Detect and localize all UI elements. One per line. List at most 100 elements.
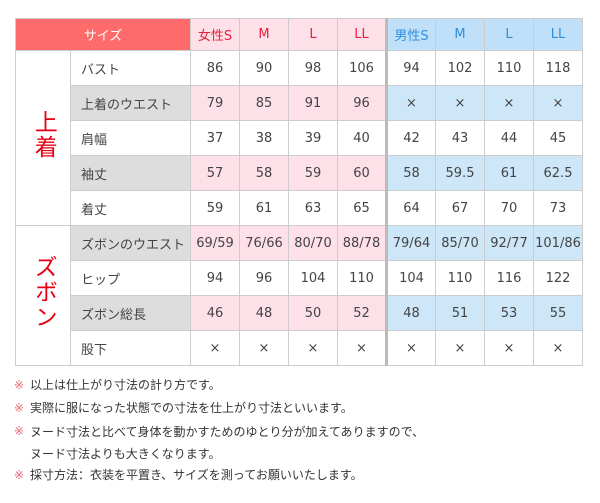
header-label: サイズ bbox=[15, 18, 191, 51]
men-value: × bbox=[385, 85, 436, 121]
men-value: 53 bbox=[484, 295, 534, 331]
women-value: 46 bbox=[190, 295, 240, 331]
women-value: 38 bbox=[239, 120, 289, 156]
women-size: L bbox=[288, 18, 338, 51]
women-size: 女性S bbox=[190, 18, 240, 51]
men-value: 102 bbox=[435, 50, 485, 86]
group-cell: 上着 bbox=[15, 50, 71, 226]
men-value: × bbox=[385, 330, 436, 366]
women-value: 80/70 bbox=[288, 225, 338, 261]
women-value: 69/59 bbox=[190, 225, 240, 261]
women-value: 65 bbox=[337, 190, 387, 226]
note-mark: ※ bbox=[14, 424, 25, 438]
item-label: ヒップ bbox=[70, 260, 191, 296]
women-size: LL bbox=[337, 18, 387, 51]
note: ※ 採寸方法：衣装を平置き、サイズを測ってお願いいたします。 bbox=[14, 464, 424, 487]
men-value: 48 bbox=[385, 295, 436, 331]
men-value: 43 bbox=[435, 120, 485, 156]
item-label: バスト bbox=[70, 50, 191, 86]
size-row: 股下 × × × × × × × × bbox=[16, 330, 583, 366]
women-value: 96 bbox=[337, 85, 387, 121]
men-value: × bbox=[484, 85, 534, 121]
note-line: 採寸方法：衣装を平置き、サイズを測ってお願いいたします。 bbox=[30, 468, 363, 482]
men-size: L bbox=[484, 18, 534, 51]
note-mark: ※ bbox=[14, 378, 25, 392]
men-value: × bbox=[533, 330, 583, 366]
note-line: ヌード寸法よりも大きくなります。 bbox=[30, 447, 221, 461]
item-label: 袖丈 bbox=[70, 155, 191, 191]
men-value: × bbox=[533, 85, 583, 121]
men-value: 79/64 bbox=[385, 225, 436, 261]
size-row: 肩幅 37 38 39 40 42 43 44 45 bbox=[16, 120, 583, 156]
women-value: 61 bbox=[239, 190, 289, 226]
women-value: 110 bbox=[337, 260, 387, 296]
note: ※ 実際に服になった状態での寸法を仕上がり寸法といいます。 bbox=[14, 397, 424, 420]
men-value: 110 bbox=[484, 50, 534, 86]
item-label: 肩幅 bbox=[70, 120, 191, 156]
note-mark: ※ bbox=[14, 468, 25, 482]
size-row: 袖丈 57 58 59 60 58 59.5 61 62.5 bbox=[16, 155, 583, 191]
women-value: 91 bbox=[288, 85, 338, 121]
women-value: 63 bbox=[288, 190, 338, 226]
note-text: 採寸方法：衣装を平置き、サイズを測ってお願いいたします。 bbox=[30, 464, 363, 487]
note-mark: ※ bbox=[14, 401, 25, 415]
women-value: 86 bbox=[190, 50, 240, 86]
women-value: 59 bbox=[288, 155, 338, 191]
men-value: 58 bbox=[385, 155, 436, 191]
men-value: × bbox=[435, 330, 485, 366]
note-text: ヌード寸法と比べて身体を動かすためのゆとり分が加えてありますので、 ヌード寸法より… bbox=[30, 420, 424, 464]
women-value: 40 bbox=[337, 120, 387, 156]
men-value: 61 bbox=[484, 155, 534, 191]
men-value: 45 bbox=[533, 120, 583, 156]
women-value: × bbox=[190, 330, 240, 366]
men-value: 59.5 bbox=[435, 155, 485, 191]
women-value: 96 bbox=[239, 260, 289, 296]
men-value: 55 bbox=[533, 295, 583, 331]
women-value: 48 bbox=[239, 295, 289, 331]
women-value: 88/78 bbox=[337, 225, 387, 261]
size-row: ズボン ズボンのウエスト 69/59 76/66 80/70 88/78 79/64 85/7… bbox=[15, 225, 583, 366]
group-label: ズボン bbox=[30, 254, 57, 330]
note: ※ 以上は仕上がり寸法の計り方です。 bbox=[14, 374, 424, 397]
women-value: × bbox=[288, 330, 338, 366]
men-size: M bbox=[435, 18, 485, 51]
men-value: 118 bbox=[533, 50, 583, 86]
note-line: 以上は仕上がり寸法の計り方です。 bbox=[30, 378, 221, 392]
men-value: 104 bbox=[385, 260, 436, 296]
women-value: 50 bbox=[288, 295, 338, 331]
note-text: 実際に服になった状態での寸法を仕上がり寸法といいます。 bbox=[30, 397, 353, 420]
men-value: 44 bbox=[484, 120, 534, 156]
women-value: × bbox=[337, 330, 387, 366]
men-value: 122 bbox=[533, 260, 583, 296]
item-label: ズボン総長 bbox=[70, 295, 191, 331]
women-value: 60 bbox=[337, 155, 387, 191]
men-size: 男性S bbox=[385, 18, 436, 51]
women-size: M bbox=[239, 18, 289, 51]
men-value: 85/70 bbox=[435, 225, 485, 261]
women-value: 79 bbox=[190, 85, 240, 121]
note-text: 以上は仕上がり寸法の計り方です。 bbox=[30, 374, 221, 397]
group-cell: ズボン bbox=[15, 225, 71, 366]
men-value: × bbox=[484, 330, 534, 366]
men-value: 92/77 bbox=[484, 225, 534, 261]
women-value: 85 bbox=[239, 85, 289, 121]
size-row: 上着のウエスト 79 85 91 96 × × × × bbox=[16, 85, 583, 121]
men-value: 110 bbox=[435, 260, 485, 296]
men-size: LL bbox=[533, 18, 583, 51]
men-value: 70 bbox=[484, 190, 534, 226]
notes: ※ 以上は仕上がり寸法の計り方です。 ※ 実際に服になった状態での寸法を仕上がり寸法と… bbox=[14, 374, 424, 487]
women-value: 76/66 bbox=[239, 225, 289, 261]
item-label: 上着のウエスト bbox=[70, 85, 191, 121]
size-row: 着丈 59 61 63 65 64 67 70 73 bbox=[16, 190, 583, 226]
women-value: 104 bbox=[288, 260, 338, 296]
men-value: × bbox=[435, 85, 485, 121]
women-value: 37 bbox=[190, 120, 240, 156]
women-value: 106 bbox=[337, 50, 387, 86]
size-table: サイズ 女性S M L LL 男性S M L LL 上着 バスト 86 90 98 106 94 102 110 1… bbox=[15, 18, 583, 366]
women-value: 94 bbox=[190, 260, 240, 296]
header-row: サイズ 女性S M L LL 男性S M L LL bbox=[15, 18, 583, 51]
group-label: 上着 bbox=[30, 109, 57, 160]
men-value: 101/86 bbox=[533, 225, 583, 261]
men-value: 67 bbox=[435, 190, 485, 226]
note-line: ヌード寸法と比べて身体を動かすためのゆとり分が加えてありますので、 bbox=[30, 425, 425, 439]
